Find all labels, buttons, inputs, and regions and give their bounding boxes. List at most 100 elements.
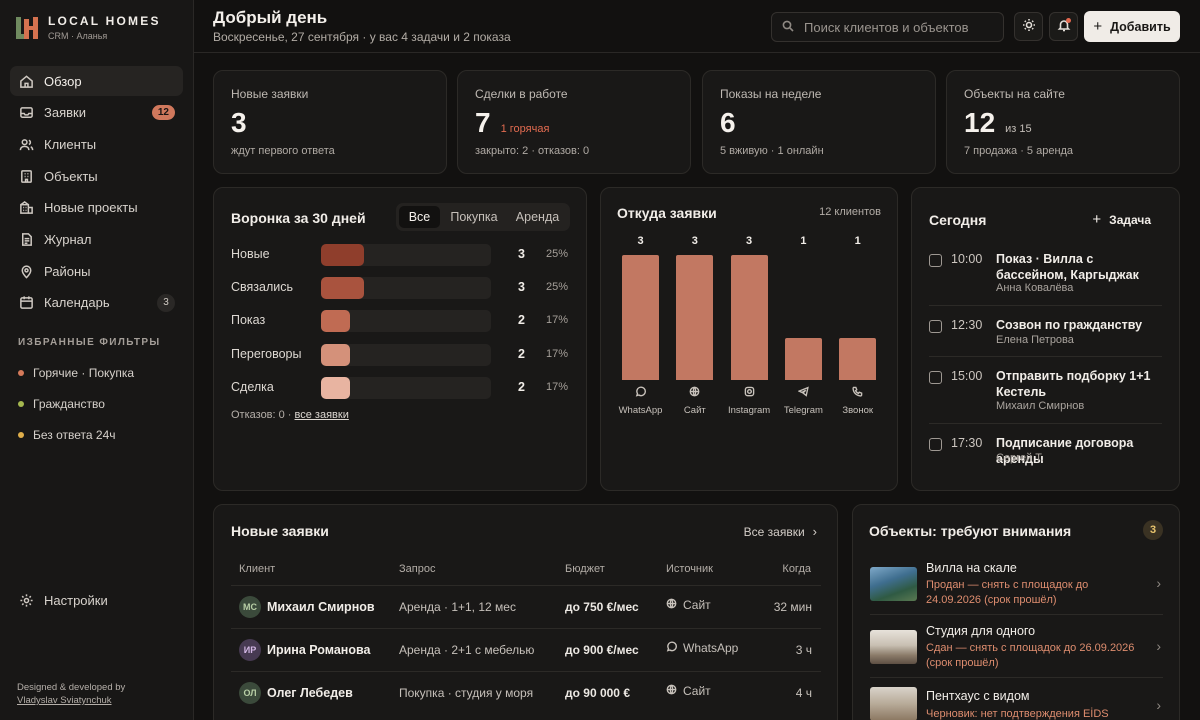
property-alert-note: Сдан — снять с площадок до 26.09.2026 (с… (926, 642, 1135, 669)
chart-bar[interactable] (839, 338, 877, 380)
chart-title: Откуда заявки (617, 205, 717, 221)
stat-number: 6 (720, 107, 736, 138)
nav-label: Журнал (44, 231, 92, 247)
bar-category-label: Telegram (783, 405, 823, 416)
bar-value-label: 3 (637, 235, 644, 247)
chevron-right-icon: › (1156, 638, 1161, 654)
task-checkbox[interactable] (929, 254, 942, 267)
theme-toggle-button[interactable] (1014, 12, 1043, 41)
property-alert-item[interactable]: Студия для одного Сдан — снять с площадо… (870, 620, 1163, 678)
tab-buy[interactable]: Покупка (450, 210, 498, 224)
nav-item-clients[interactable]: Клиенты (10, 129, 183, 159)
column-header[interactable]: Источник (666, 563, 713, 575)
column-header[interactable]: Запрос (399, 563, 436, 575)
task-item[interactable]: 12:30 Созвон по гражданству Елена Петров… (929, 315, 1162, 357)
attention-count-badge: 3 (1143, 520, 1163, 540)
favorite-filter-no-reply[interactable]: Без ответа 24ч (18, 428, 116, 442)
nav-item-overview[interactable]: Обзор (10, 66, 183, 96)
all-leads-link[interactable]: Все заявки › (744, 524, 817, 539)
task-item[interactable]: 10:00 Показ · Вилла с бассейном, Каргыдж… (929, 249, 1162, 306)
nav-item-new-projects[interactable]: Новые проекты (10, 193, 183, 223)
chart-bar[interactable] (676, 255, 714, 380)
table-row[interactable]: ИР Ирина Романова Аренда · 2+1 с мебелью… (231, 628, 821, 671)
favorite-filter-citizenship[interactable]: Гражданство (18, 397, 105, 411)
task-time: 15:00 (951, 369, 983, 383)
bell-icon (1057, 18, 1071, 35)
search-box[interactable] (771, 12, 1004, 42)
bar-category-label: Instagram (727, 405, 771, 416)
task-item[interactable]: 17:30 Подписание договора аренды Сергей … (929, 433, 1162, 471)
funnel-row[interactable]: Сделка 2 17% (231, 377, 571, 399)
nav-item-properties[interactable]: Объекты (10, 161, 183, 191)
property-alert-note: Продан — снять с площадок до 24.09.2026 … (926, 579, 1089, 606)
nav-label: Районы (44, 263, 91, 279)
client-budget: до 90 000 € (565, 686, 630, 700)
funnel-row[interactable]: Связались 3 25% (231, 277, 571, 299)
new-leads-card: Новые заявки Все заявки › Клиент Запрос … (213, 504, 838, 720)
chevron-right-icon: › (812, 524, 817, 539)
brand[interactable]: LOCAL HOMES CRM · Аланья (16, 14, 161, 41)
tab-all[interactable]: Все (399, 206, 440, 228)
stat-number: 12 (964, 107, 996, 138)
nav-item-settings[interactable]: Настройки (10, 585, 183, 615)
funnel-row[interactable]: Новые 3 25% (231, 244, 571, 266)
task-checkbox[interactable] (929, 438, 942, 451)
task-item[interactable]: 15:00 Отправить подборку 1+1 Кестель Мих… (929, 366, 1162, 424)
stat-card-new-leads[interactable]: Новые заявки 3 ждут первого ответа (213, 70, 447, 174)
column-header[interactable]: Клиент (239, 563, 276, 575)
credit-author-link[interactable]: Vladyslav Sviatynchuk (17, 695, 112, 706)
avatar: ОЛ (239, 682, 261, 704)
table-row[interactable]: ОЛ Олег Лебедев Покупка · студия у моря … (231, 671, 821, 714)
leads-title: Новые заявки (231, 523, 329, 539)
sun-icon (1022, 18, 1036, 35)
nav-item-leads[interactable]: Заявки 12 (10, 98, 183, 128)
stat-value: 7 1 горячая (475, 107, 549, 139)
add-button-label: Добавить (1110, 19, 1171, 34)
nav-item-districts[interactable]: Районы (10, 256, 183, 286)
stat-card-deals[interactable]: Сделки в работе 7 1 горячая закрыто: 2 · … (457, 70, 691, 174)
column-header[interactable]: Бюджет (565, 563, 605, 575)
chart-client-count: 12 клиентов (819, 206, 881, 218)
table-row[interactable]: МС Михаил Смирнов Аренда · 1+1, 12 мес д… (231, 585, 821, 628)
phone-icon (839, 386, 876, 397)
source-label: WhatsApp (683, 641, 739, 655)
source-label: Сайт (683, 684, 711, 698)
task-person: Анна Ковалёва (996, 282, 1074, 294)
client-name: Ирина Романова (267, 643, 371, 657)
funnel-bar (321, 344, 350, 366)
funnel-row[interactable]: Переговоры 2 17% (231, 344, 571, 366)
funnel-row[interactable]: Показ 2 17% (231, 310, 571, 332)
bar-value-label: 1 (854, 235, 861, 247)
client-name: Олег Лебедев (267, 686, 353, 700)
notifications-button[interactable] (1049, 12, 1078, 41)
chart-bar[interactable] (622, 255, 659, 380)
rejections-text: Отказов: 0 · (231, 409, 295, 421)
stat-label: Объекты на сайте (964, 87, 1065, 101)
nav-label: Календарь (44, 295, 110, 311)
property-alert-item[interactable]: Пентхаус с видом Черновик: нет подтвержд… (870, 683, 1163, 720)
task-checkbox[interactable] (929, 371, 942, 384)
stat-card-showings[interactable]: Показы на неделе 6 5 вживую · 1 онлайн (702, 70, 936, 174)
chart-bar[interactable] (730, 255, 768, 380)
property-alert-item[interactable]: Вилла на скале Продан — снять с площадок… (870, 557, 1163, 615)
calendar-count-badge: 3 (157, 293, 175, 312)
nav-item-journal[interactable]: Журнал (10, 224, 183, 254)
brand-logo (16, 16, 38, 39)
add-button[interactable]: + Добавить (1084, 11, 1180, 42)
all-leads-link[interactable]: все заявки (294, 409, 349, 421)
chart-bar[interactable] (784, 338, 822, 380)
search-input[interactable] (804, 19, 994, 35)
tab-rent[interactable]: Аренда (515, 210, 560, 224)
client-request: Аренда · 1+1, 12 мес (399, 600, 516, 614)
add-task-button[interactable]: + Задача (1092, 211, 1151, 228)
top-bar: Добрый день Воскресенье, 27 сентября · у… (194, 0, 1200, 53)
stat-card-site-objects[interactable]: Объекты на сайте 12 из 15 7 продажа · 5 а… (946, 70, 1180, 174)
favorite-filter-hot-buy[interactable]: Горячие · Покупка (18, 366, 134, 380)
column-header[interactable]: Когда (782, 563, 811, 575)
source-label: Сайт (683, 598, 711, 612)
home-icon (18, 73, 34, 89)
bar-value-label: 1 (800, 235, 807, 247)
nav-item-calendar[interactable]: Календарь 3 (10, 288, 183, 318)
crane-icon (18, 200, 34, 216)
task-checkbox[interactable] (929, 320, 942, 333)
